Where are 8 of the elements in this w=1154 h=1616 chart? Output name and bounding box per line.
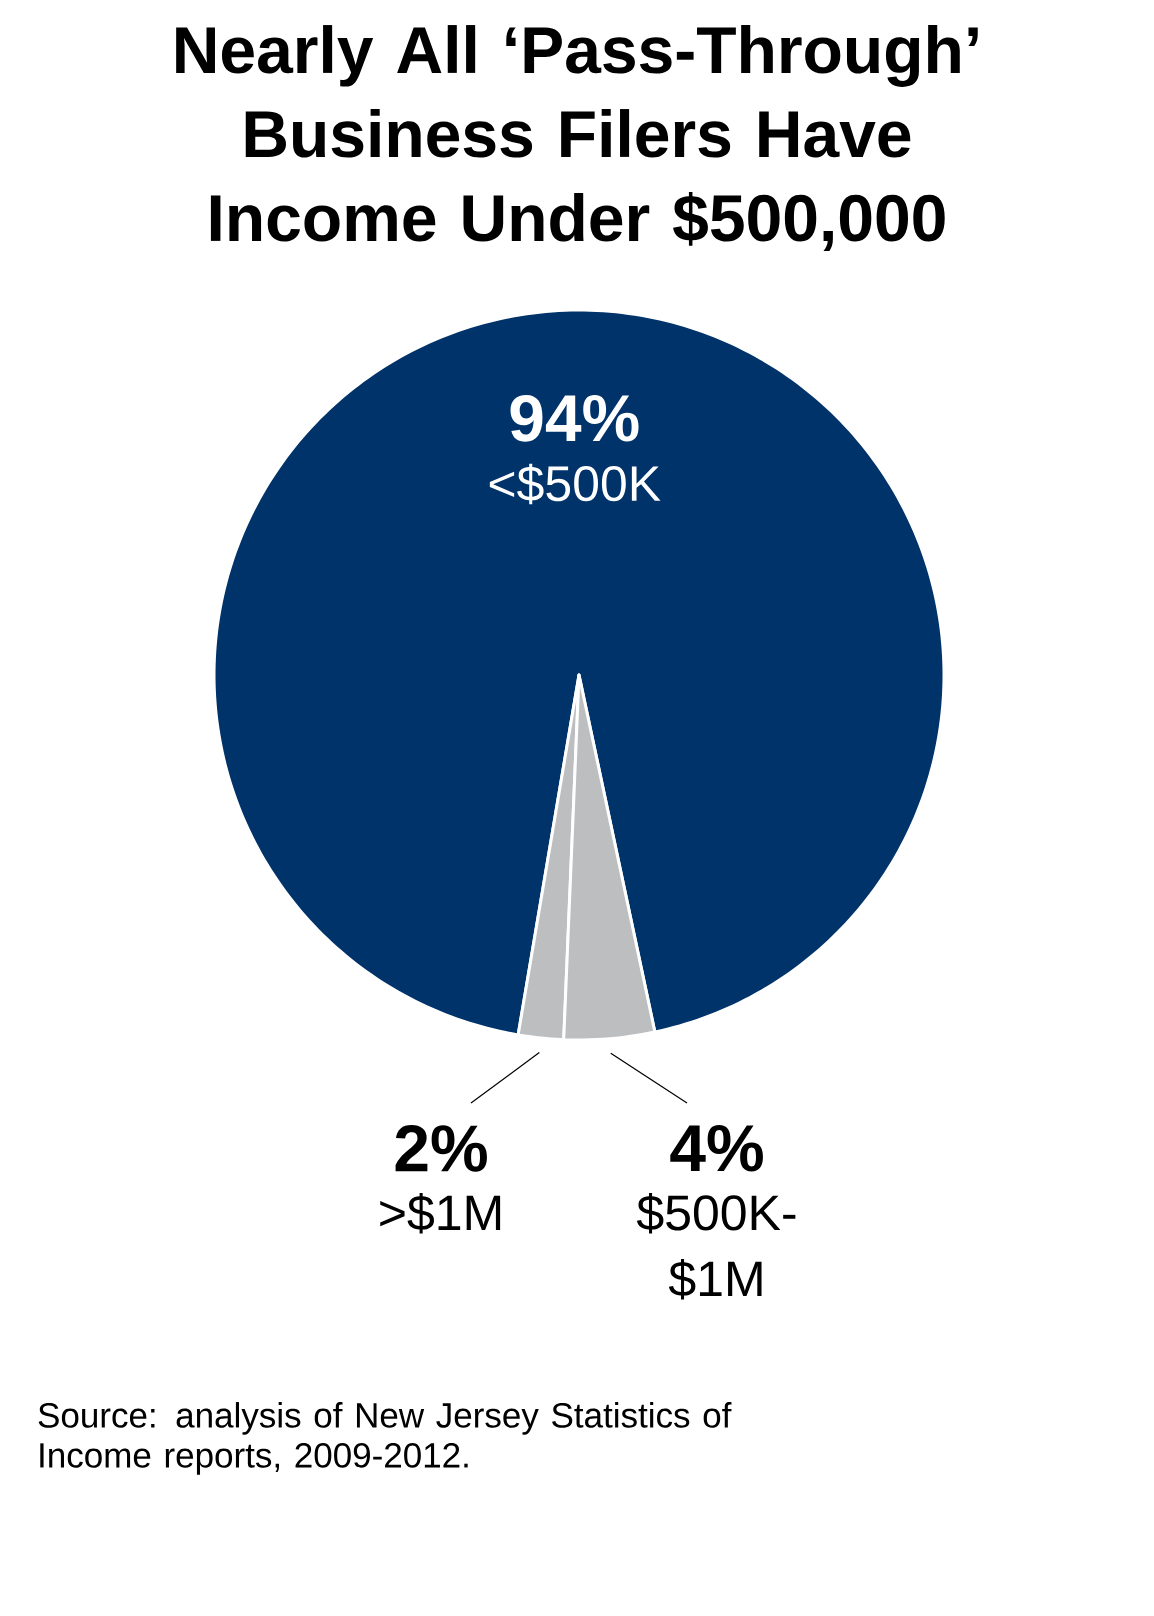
slice-label: $500K-$1M: [636, 1193, 796, 1300]
data-label: 2%: [395, 1125, 487, 1172]
source-note: Source: analysis of New Jersey Statistics of Income reports, 2009-2012.: [38, 1402, 732, 1475]
chart-title: Nearly All ‘Pass-Through’ Business Filers Have Income Under $500,000: [176, 25, 978, 252]
data-label: 4%: [670, 1125, 763, 1172]
slice-label: <$500K: [489, 463, 661, 505]
data-label: 94%: [510, 394, 639, 442]
slice-label: >$1M: [380, 1193, 501, 1234]
